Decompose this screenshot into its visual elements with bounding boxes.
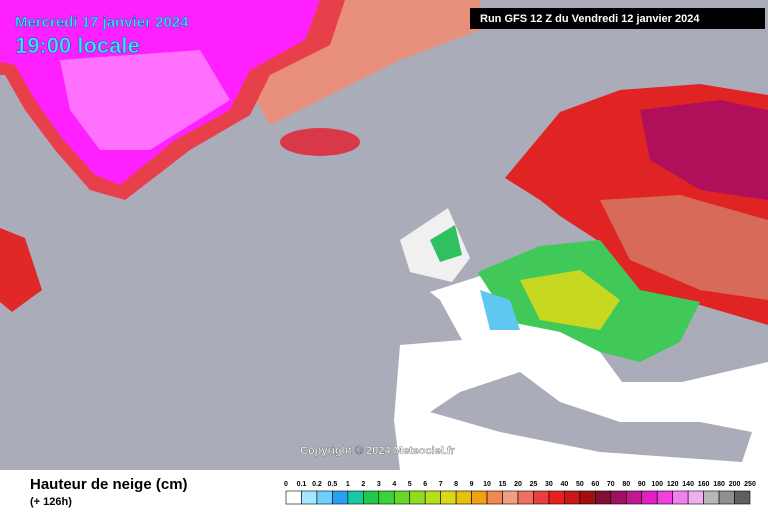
legend-swatch	[285, 490, 302, 505]
legend-swatch	[595, 490, 612, 505]
legend-label: 0	[284, 481, 288, 488]
legend-label: 160	[698, 481, 710, 488]
legend-swatch	[301, 490, 318, 505]
legend-swatch	[393, 490, 411, 505]
legend-swatch	[486, 490, 503, 505]
legend-swatch	[641, 490, 658, 505]
legend-label: 120	[667, 481, 679, 488]
legend-label: 100	[651, 481, 663, 488]
legend-label: 15	[499, 481, 507, 488]
legend-swatch	[687, 490, 704, 505]
legend-label: 0.2	[312, 481, 322, 488]
legend-label: 25	[530, 481, 538, 488]
legend-swatch	[517, 490, 534, 505]
legend-swatch	[409, 490, 426, 505]
legend-swatch	[734, 490, 751, 505]
legend-label: 200	[729, 481, 741, 488]
legend-label: 80	[622, 481, 630, 488]
legend-label: 90	[638, 481, 646, 488]
legend-title: Hauteur de neige (cm)	[30, 476, 188, 493]
legend-swatch	[332, 490, 349, 505]
legend-label: 7	[439, 481, 443, 488]
central-europe-core	[520, 270, 620, 330]
legend-label: 180	[713, 481, 725, 488]
legend-swatch	[424, 490, 441, 505]
mediterranean	[430, 372, 752, 462]
legend-swatch	[363, 490, 380, 505]
russia-deep	[640, 100, 768, 200]
legend-swatch	[455, 490, 472, 505]
legend-swatch	[656, 490, 673, 505]
legend-swatch	[610, 490, 627, 505]
legend-swatch	[718, 490, 735, 505]
legend-label: 4	[392, 481, 396, 488]
legend-label: 8	[454, 481, 458, 488]
legend-swatch	[564, 490, 581, 505]
alps	[480, 290, 520, 330]
legend-label: 2	[361, 481, 365, 488]
legend-swatch	[316, 490, 333, 505]
legend-swatch	[672, 490, 689, 505]
legend-label: 70	[607, 481, 615, 488]
legend-label: 250	[744, 481, 756, 488]
legend-label: 3	[377, 481, 381, 488]
legend-swatch	[378, 490, 395, 505]
canada	[0, 228, 42, 312]
legend-label: 6	[423, 481, 427, 488]
legend-swatch	[440, 490, 457, 505]
legend-label: 140	[682, 481, 694, 488]
legend-swatch	[347, 490, 364, 505]
greenland-core	[60, 50, 230, 150]
legend-swatch	[703, 490, 720, 505]
britain-snow	[430, 225, 462, 262]
legend-label: 40	[561, 481, 569, 488]
legend-swatch	[471, 490, 488, 505]
russia-west	[600, 195, 768, 300]
legend-label: 50	[576, 481, 584, 488]
legend-label: 0.1	[297, 481, 307, 488]
copyright: Copyright © 2024 Meteociel.fr	[300, 445, 456, 457]
time-title: 19:00 locale	[15, 33, 140, 58]
legend-label: 0.5	[328, 481, 338, 488]
legend-label: 5	[408, 481, 412, 488]
legend-swatch	[625, 490, 643, 505]
legend-label: 30	[545, 481, 553, 488]
run-box	[470, 8, 765, 29]
legend-label: 9	[470, 481, 474, 488]
date-title: Mercredi 17 janvier 2024	[15, 14, 189, 31]
legend-swatch	[579, 490, 596, 505]
run-info: Run GFS 12 Z du Vendredi 12 janvier 2024	[480, 13, 700, 25]
legend-label: 1	[346, 481, 350, 488]
lead-time: (+ 126h)	[30, 496, 72, 508]
legend-label: 20	[514, 481, 522, 488]
iceland	[280, 128, 360, 156]
legend-swatch	[533, 490, 550, 505]
legend-swatch	[502, 490, 519, 505]
legend-label: 60	[591, 481, 599, 488]
legend-swatch	[548, 490, 565, 505]
legend-label: 10	[483, 481, 491, 488]
